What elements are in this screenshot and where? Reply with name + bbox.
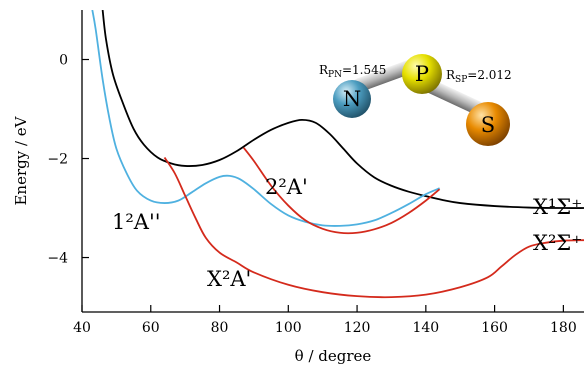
bond-label-SP: RSP=2.012 bbox=[446, 68, 512, 85]
y-tick-label: −2 bbox=[47, 152, 68, 168]
x-ticks: 40 60 80 100 120 140 160 180 bbox=[73, 305, 577, 336]
atom-N bbox=[333, 80, 371, 118]
series-line-3 bbox=[242, 147, 441, 235]
series-line-1 bbox=[91, 10, 440, 227]
x-tick-label: 40 bbox=[73, 320, 91, 336]
x-tick-label: 160 bbox=[481, 320, 508, 336]
x-tick-label: 140 bbox=[412, 320, 439, 336]
series-layer bbox=[91, 10, 584, 299]
x-axis-title: θ / degree bbox=[295, 347, 372, 365]
atom-S-symbol: S bbox=[481, 113, 495, 137]
series-line-2 bbox=[163, 157, 584, 299]
atom-S bbox=[466, 102, 510, 146]
y-ticks: 0 −2 −4 bbox=[47, 53, 89, 267]
y-axis-title: Energy / eV bbox=[12, 115, 30, 205]
atom-P bbox=[402, 54, 442, 94]
x-tick-label: 60 bbox=[142, 320, 160, 336]
label-X-2Sigma-plus: X²Σ⁺ bbox=[533, 231, 582, 255]
atom-N-symbol: N bbox=[343, 87, 361, 111]
label-X-2A-prime: X²A' bbox=[207, 267, 251, 291]
label-X-1Sigma-plus: X¹Σ⁺ bbox=[533, 195, 582, 219]
y-tick-label: 0 bbox=[59, 53, 68, 69]
x-tick-label: 180 bbox=[550, 320, 577, 336]
molecule-inset: N P S RPN=1.545 RSP=2.012 bbox=[319, 54, 512, 146]
y-tick-label: −4 bbox=[47, 251, 68, 267]
label-1-2A-double-prime: 1²A'' bbox=[112, 210, 161, 234]
atom-P-symbol: P bbox=[415, 62, 429, 86]
label-2-2A-prime: 2²A' bbox=[265, 175, 308, 199]
x-tick-label: 80 bbox=[211, 320, 229, 336]
series-line-0 bbox=[101, 10, 584, 209]
bond-label-PN: RPN=1.545 bbox=[319, 63, 386, 80]
x-tick-label: 120 bbox=[344, 320, 371, 336]
x-tick-label: 100 bbox=[275, 320, 302, 336]
